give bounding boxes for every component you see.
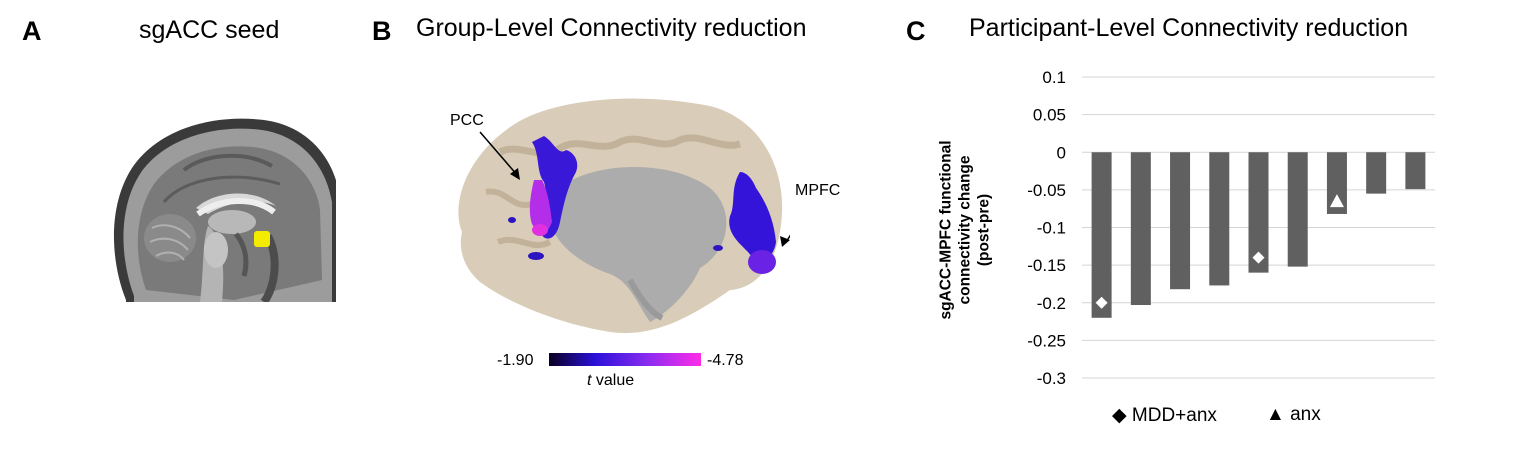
bar [1405,152,1426,190]
bar [1091,152,1112,318]
panel-letter-b: B [372,16,392,46]
pcc-arrow [479,131,519,177]
annotation-arrows [479,131,790,247]
mpfc-arrow [785,234,790,243]
legend-item-diamond: ◆ MDD+anx [1112,404,1217,427]
legend-label-mdd-anx: MDD+anx [1131,405,1217,426]
triangle-icon: ▲ [1266,404,1285,425]
sagittal-brain-image [104,110,336,302]
sgacc-seed-marker [254,231,270,247]
bar [1130,152,1151,306]
y-axis-label-container: sgACC-MPFC functional connectivity chang… [930,80,1000,380]
y-tick-label: -0.15 [1027,256,1066,275]
panel-letter-a: A [22,16,42,46]
legend-label-anx: anx [1290,404,1321,425]
medial-surface-image [458,98,783,334]
y-tick-label: -0.05 [1027,181,1066,200]
y-tick-label: 0.05 [1033,106,1066,125]
panel-title-b: Group-Level Connectivity reduction [416,14,807,42]
colorbar-max-label: -4.78 [707,352,744,369]
legend-item-triangle: ▲ anx [1266,404,1321,426]
y-tick-label: -0.1 [1037,219,1066,238]
bar [1248,152,1269,273]
bar [1326,152,1347,214]
colorbar-title: t value [587,372,635,389]
panel-title-c: Participant-Level Connectivity reduction [969,14,1409,42]
bar [1209,152,1230,286]
y-tick-label: 0 [1057,143,1066,162]
bar-chart: 0.1 0.05 0 -0.05 -0.1 -0.15 -0.2 -0.25 -0.3 [1027,68,1435,388]
bar [1287,152,1308,267]
diamond-icon: ◆ [1112,405,1127,426]
pcc-label: PCC [450,112,484,129]
diamond-marker [1252,251,1265,264]
mpfc-label: MPFC [795,182,841,199]
bar [1170,152,1191,290]
diamond-marker [1095,296,1108,309]
y-tick-label: -0.25 [1027,331,1066,350]
panel-title-a: sgACC seed [139,16,280,44]
colorbar [549,353,701,366]
y-tick-label: -0.2 [1037,294,1066,313]
y-tick-label: 0.1 [1042,68,1066,87]
y-tick-label: -0.3 [1037,369,1066,388]
colorbar-min-label: -1.90 [497,352,534,369]
bar [1366,152,1387,194]
y-axis-label: sgACC-MPFC functional connectivity chang… [937,140,993,320]
triangle-marker [1329,194,1344,208]
panel-letter-c: C [906,16,926,46]
